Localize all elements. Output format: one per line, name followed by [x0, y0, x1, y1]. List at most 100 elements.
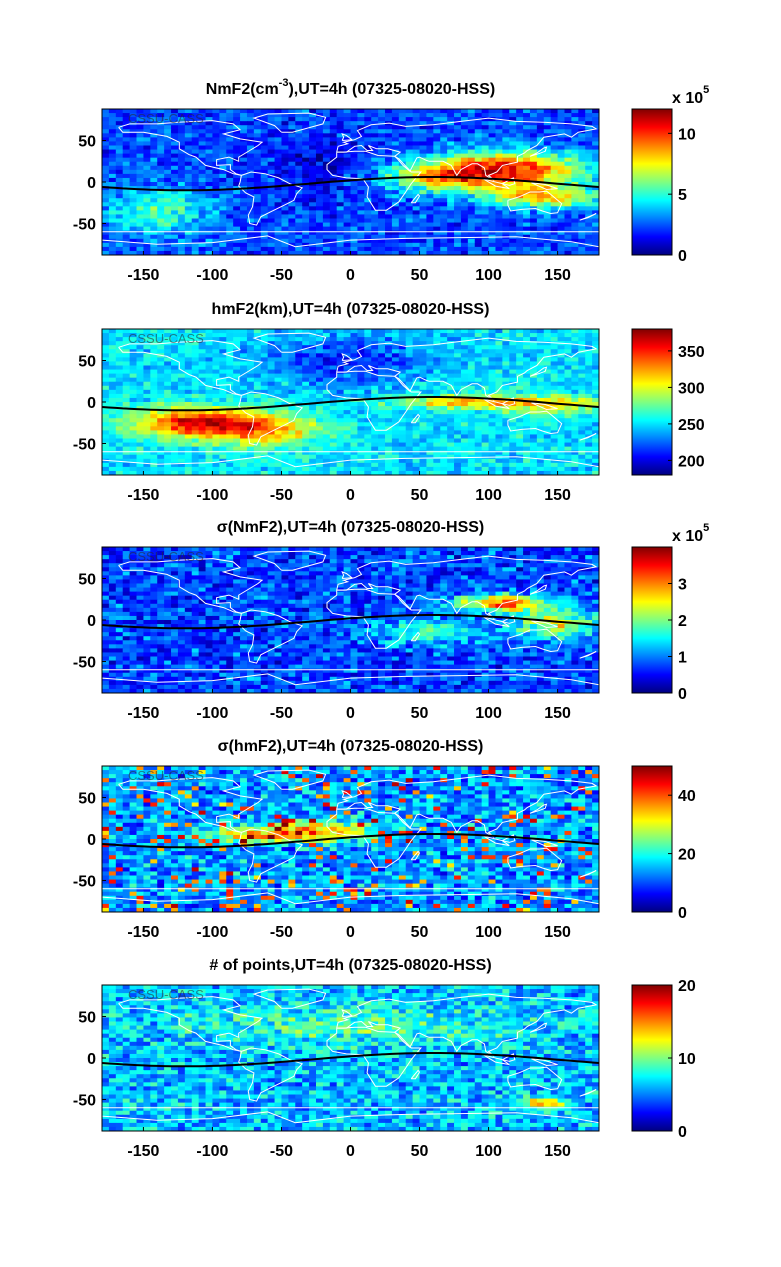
heatmap-cell	[550, 129, 559, 134]
heatmap-cell	[516, 345, 524, 350]
heatmap-cell	[219, 117, 227, 122]
heatmap-cell	[385, 186, 393, 191]
heatmap-cell	[143, 426, 151, 431]
heatmap-cell	[295, 202, 303, 207]
heatmap-cell	[488, 242, 497, 248]
heatmap-cell	[495, 190, 503, 195]
heatmap-cell	[108, 125, 117, 130]
heatmap-cell	[198, 182, 207, 187]
heatmap-cell	[378, 173, 386, 179]
heatmap-cell	[419, 218, 428, 224]
heatmap-cell	[295, 406, 303, 411]
heatmap-cell	[315, 173, 324, 179]
heatmap-cell	[460, 133, 469, 138]
heatmap-cell	[440, 149, 448, 155]
heatmap-cell	[281, 169, 289, 175]
heatmap-cell	[122, 161, 131, 167]
heatmap-cell	[357, 198, 365, 203]
heatmap-cell	[102, 385, 110, 391]
heatmap-cell	[543, 377, 552, 383]
heatmap-cell	[488, 450, 497, 456]
heatmap-cell	[419, 377, 428, 383]
heatmap-cell	[322, 133, 331, 138]
heatmap-cell	[212, 109, 220, 114]
heatmap-cell	[398, 206, 407, 211]
heatmap-cell	[571, 422, 579, 427]
heatmap-cell	[205, 133, 214, 138]
heatmap-cell	[550, 113, 559, 118]
heatmap-cell	[164, 333, 172, 338]
heatmap-cell	[474, 133, 483, 138]
heatmap-cell	[350, 129, 358, 134]
heatmap-cell	[315, 190, 324, 195]
heatmap-cell	[281, 246, 289, 252]
heatmap-cell	[488, 157, 497, 163]
heatmap-cell	[295, 385, 303, 391]
heatmap-cell	[302, 198, 310, 203]
heatmap-cell	[150, 234, 158, 240]
heatmap-cell	[240, 161, 248, 167]
heatmap-cell	[274, 357, 283, 363]
heatmap-cell	[516, 389, 524, 395]
heatmap-cell	[212, 186, 220, 191]
heatmap-cell	[274, 373, 283, 379]
heatmap-cell	[592, 337, 599, 342]
heatmap-cell	[516, 329, 524, 334]
heatmap-cell	[198, 430, 207, 436]
heatmap-cell	[260, 246, 269, 252]
heatmap-cell	[336, 210, 345, 216]
heatmap-cell	[302, 349, 310, 354]
heatmap-cell	[191, 133, 200, 138]
heatmap-cell	[177, 153, 186, 159]
heatmap-cell	[426, 357, 434, 363]
heatmap-cell	[267, 418, 276, 423]
heatmap-cell	[543, 361, 552, 367]
heatmap-cell	[164, 458, 172, 464]
heatmap-cell	[191, 410, 200, 415]
heatmap-cell	[253, 226, 262, 232]
heatmap-cell	[481, 153, 490, 159]
heatmap-cell	[385, 402, 393, 407]
heatmap-cell	[302, 381, 310, 387]
heatmap-cell	[309, 393, 317, 399]
heatmap-cell	[171, 434, 179, 440]
heatmap-cell	[523, 393, 531, 399]
heatmap-cell	[302, 222, 310, 228]
heatmap-cell	[454, 361, 462, 367]
heatmap-cell	[260, 153, 269, 159]
heatmap-cell	[350, 454, 358, 460]
heatmap-cell	[592, 173, 599, 179]
heatmap-cell	[529, 145, 538, 151]
heatmap-cell	[246, 438, 255, 444]
heatmap-cell	[440, 406, 448, 411]
heatmap-cell	[219, 210, 227, 216]
heatmap-cell	[288, 381, 296, 387]
heatmap-cell	[440, 198, 448, 203]
heatmap-cell	[447, 365, 455, 371]
heatmap-cell	[364, 393, 372, 399]
heatmap-cell	[447, 121, 455, 126]
heatmap-cell	[122, 117, 131, 122]
heatmap-cell	[502, 442, 510, 448]
heatmap-cell	[315, 234, 324, 240]
heatmap-cell	[350, 410, 358, 415]
heatmap-cell	[260, 238, 269, 244]
heatmap-cell	[177, 393, 186, 399]
heatmap-cell	[309, 117, 317, 122]
heatmap-cell	[474, 250, 483, 255]
heatmap-cell	[378, 329, 386, 334]
heatmap-cell	[357, 426, 365, 431]
heatmap-cell	[267, 214, 276, 220]
heatmap-cell	[157, 190, 165, 195]
heatmap-cell	[295, 141, 303, 147]
heatmap-cell	[274, 385, 283, 391]
heatmap-cell	[454, 153, 462, 159]
heatmap-cell	[288, 369, 296, 375]
y-tick-label: -50	[73, 216, 96, 233]
heatmap-cell	[460, 218, 469, 224]
heatmap-cell	[322, 137, 331, 143]
heatmap-cell	[447, 369, 455, 375]
heatmap-cell	[350, 133, 358, 138]
heatmap-cell	[274, 369, 283, 375]
heatmap-cell	[481, 341, 490, 346]
